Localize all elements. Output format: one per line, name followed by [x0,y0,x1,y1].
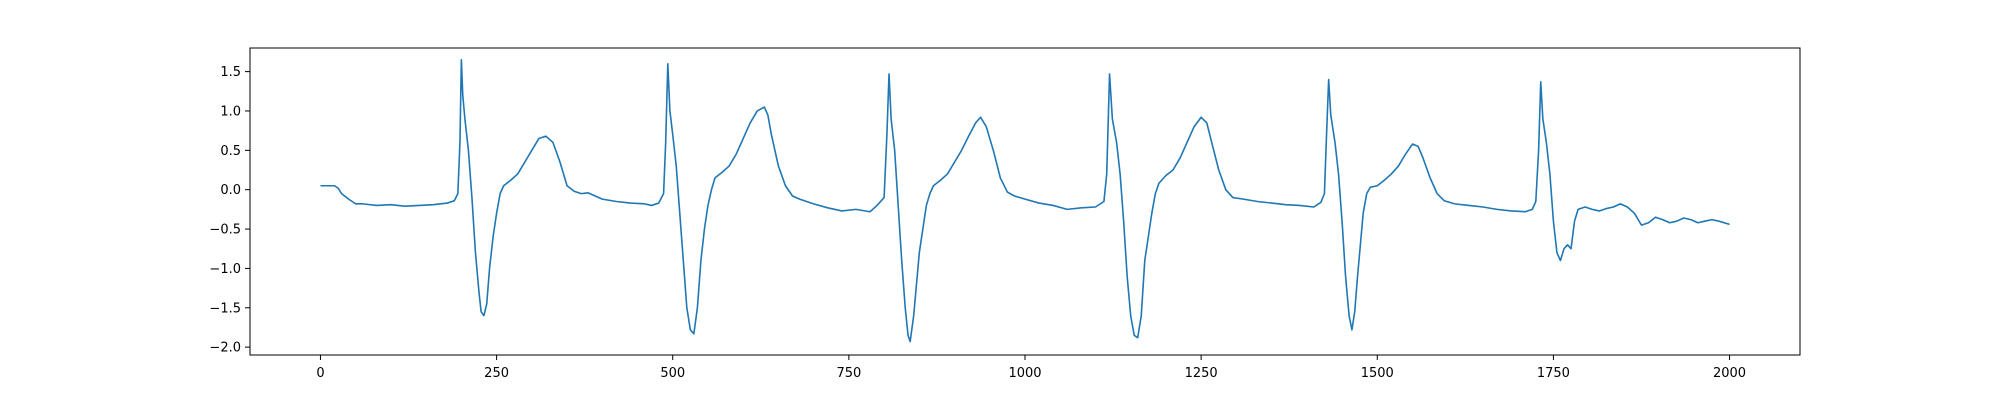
series-layer [320,59,1730,343]
y-tick-label: −2.0 [209,341,241,356]
x-tick-label: 1500 [1361,366,1394,381]
x-tick-label: 1000 [1008,366,1041,381]
x-tick-label: 750 [836,366,861,381]
series-line-0 [320,59,1730,343]
x-tick-label: 1250 [1185,366,1218,381]
y-tick-label: 0.0 [220,183,241,198]
x-tick-label: 2000 [1713,366,1746,381]
y-tick-label: 0.5 [220,144,241,159]
plot-frame [249,47,1801,356]
y-tick-label: −0.5 [209,223,241,238]
ticks-layer: 0 250 500 750 1000 1250 1500 1750 2000 1.5 1.0 0.5 0… [209,65,1746,381]
x-tick-label: 250 [484,366,509,381]
x-tick-label: 0 [316,366,324,381]
x-tick-label: 1750 [1537,366,1570,381]
y-tick-label: −1.0 [209,262,241,277]
x-tick-label: 500 [660,366,685,381]
y-tick-label: 1.5 [220,65,241,80]
y-tick-label: −1.5 [209,301,241,316]
y-tick-label: 1.0 [220,104,241,119]
